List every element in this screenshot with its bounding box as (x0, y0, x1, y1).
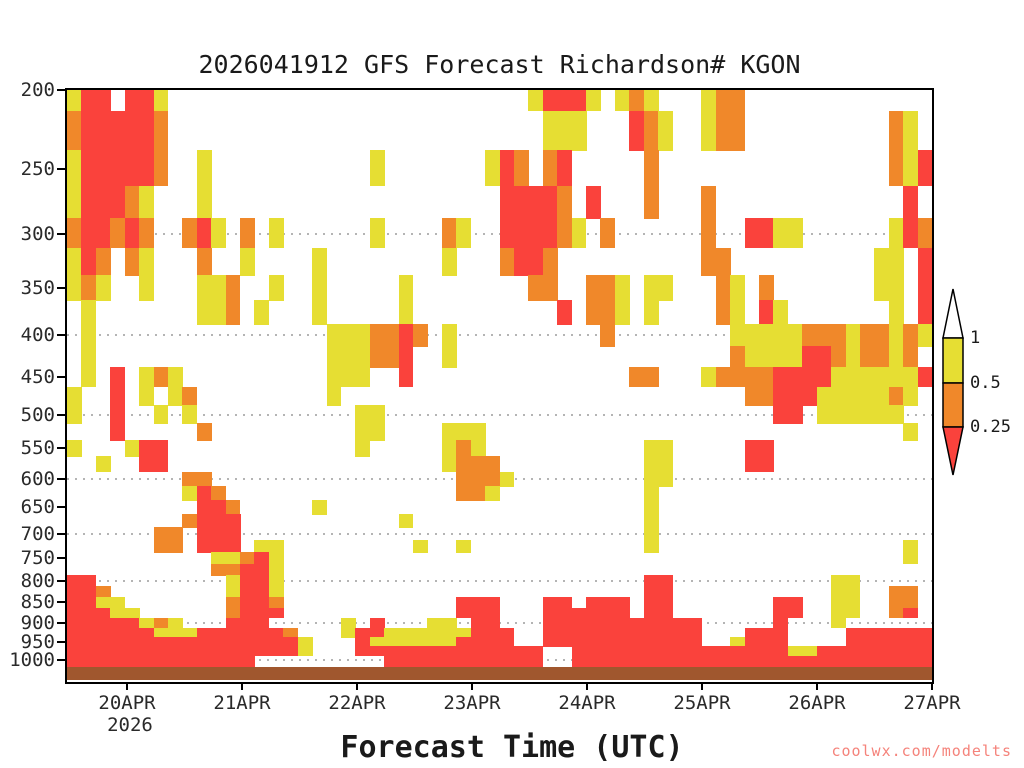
y-axis-tick-label: 500 (20, 403, 55, 426)
y-axis-tick-label: 450 (20, 366, 55, 389)
colorbar (942, 288, 964, 476)
y-axis-tick-label: 200 (20, 79, 55, 101)
y-axis-tick-label: 900 (20, 611, 55, 634)
y-axis-tick-label: 800 (20, 569, 55, 592)
x-axis-tick-label: 23APR (443, 692, 501, 714)
colorbar-lower-arrow (942, 426, 964, 476)
colorbar-orange-segment (942, 382, 964, 428)
x-axis-year-label: 2026 (107, 714, 153, 736)
colorbar-label-0-5: 0.5 (970, 373, 1001, 393)
y-axis-tick-label: 700 (20, 522, 55, 545)
colorbar-label-0-25: 0.25 (970, 417, 1011, 437)
plot-frame (65, 88, 934, 684)
x-axis-tick-label: 27APR (903, 692, 961, 714)
colorbar-label-1: 1 (970, 328, 981, 348)
x-axis-tick-label: 21APR (213, 692, 271, 714)
y-axis-tick-label: 350 (20, 277, 55, 300)
y-axis-tick-label: 1000 (9, 649, 55, 671)
y-axis-tick-label: 550 (20, 437, 55, 460)
y-axis-tick-label: 950 (20, 630, 55, 653)
y-axis-tick-label: 750 (20, 547, 55, 570)
colorbar-upper-arrow (942, 288, 964, 339)
x-axis-tick-label: 24APR (558, 692, 616, 714)
x-axis-title: Forecast Time (UTC) (340, 730, 684, 765)
y-axis-tick-label: 400 (20, 324, 55, 347)
y-axis-tick-label: 650 (20, 496, 55, 519)
x-axis-tick-label: 20APR (98, 692, 156, 714)
x-axis-tick-label: 25APR (673, 692, 731, 714)
colorbar-yellow-segment (942, 337, 964, 384)
x-axis-tick-label: 26APR (788, 692, 846, 714)
watermark-link[interactable]: coolwx.com/modelts (831, 742, 1012, 760)
surface-terrain-bar (67, 667, 932, 680)
y-axis-tick-label: 850 (20, 591, 55, 614)
y-axis-tick-label: 250 (20, 158, 55, 181)
chart-title: 2026041912 GFS Forecast Richardson# KGON (198, 50, 801, 79)
y-axis-tick-label: 600 (20, 468, 55, 491)
y-axis-tick-label: 300 (20, 222, 55, 245)
x-axis-tick-label: 22APR (328, 692, 386, 714)
